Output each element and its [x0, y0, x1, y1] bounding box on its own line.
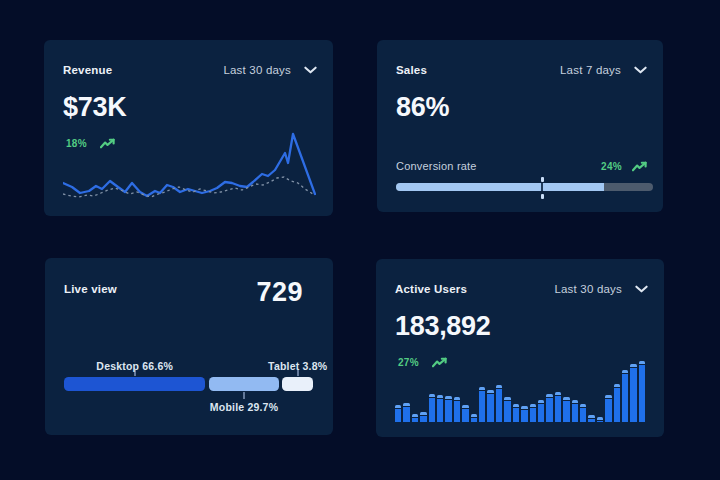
active-users-bar [412, 414, 418, 422]
live-view-value: 729 [256, 277, 303, 308]
active-users-bar [614, 384, 620, 422]
active-users-bar [555, 392, 561, 422]
revenue-range-selector[interactable]: Last 30 days [223, 64, 317, 76]
chevron-down-icon [635, 285, 648, 293]
sales-value: 86% [396, 92, 663, 123]
split-label-tick [243, 392, 245, 399]
active-users-bar [429, 394, 435, 422]
active-users-bar [538, 400, 544, 422]
device-split-label: Tablet 3.8% [268, 360, 327, 372]
device-split-segment-tablet [282, 377, 313, 391]
sales-delta: 24% [601, 161, 622, 172]
active-users-bar [471, 414, 477, 422]
device-split-label: Mobile 29.7% [210, 401, 278, 413]
device-split-bar: Desktop 66.6%Mobile 29.7%Tablet 3.8% [64, 377, 313, 391]
active-users-bar [395, 405, 401, 422]
active-users-bar [580, 404, 586, 422]
chevron-down-icon [634, 66, 647, 74]
active-users-bar [572, 400, 578, 422]
trend-up-icon [632, 161, 647, 172]
active-users-bar [454, 397, 460, 422]
active-users-bar [437, 395, 443, 422]
active-users-bar [445, 396, 451, 422]
active-users-bar [563, 397, 569, 422]
active-users-range-label: Last 30 days [554, 283, 622, 295]
active-users-bar [521, 406, 527, 422]
active-users-bar [605, 395, 611, 422]
active-users-bar [504, 397, 510, 422]
progress-marker-tick-bottom [541, 194, 544, 199]
active-users-bar [588, 415, 594, 422]
active-users-bar [630, 364, 636, 422]
active-users-range-selector[interactable]: Last 30 days [554, 283, 648, 295]
active-users-bar [496, 385, 502, 422]
active-users-bar [487, 390, 493, 422]
active-users-bar [639, 361, 645, 422]
active-users-bar [597, 417, 603, 422]
active-users-bar-chart [395, 360, 645, 422]
conversion-progress-bar [396, 183, 653, 191]
active-users-bar [403, 403, 409, 422]
active-users-bar [530, 404, 536, 422]
progress-marker-tick-top [541, 177, 544, 182]
active-users-bar [479, 387, 485, 422]
active-users-bar [462, 405, 468, 422]
conversion-rate-label: Conversion rate [396, 160, 477, 172]
active-users-bar [420, 412, 426, 422]
progress-marker-notch [541, 183, 543, 191]
sales-range-label: Last 7 days [560, 64, 621, 76]
progress-fill [396, 183, 604, 191]
active-users-bar [546, 394, 552, 422]
device-split-segment-desktop [64, 377, 205, 391]
active-users-bar [513, 404, 519, 422]
live-view-card: Live view 729 Desktop 66.6%Mobile 29.7%T… [45, 258, 333, 435]
device-split-segment-mobile [209, 377, 280, 391]
live-view-card-title: Live view [64, 282, 117, 295]
revenue-line-chart [63, 126, 316, 200]
revenue-value: $73K [63, 92, 333, 123]
sales-card: Sales Last 7 days 86% Conversion rate 24… [377, 40, 663, 212]
sales-card-title: Sales [396, 64, 427, 76]
sales-range-selector[interactable]: Last 7 days [560, 64, 647, 76]
active-users-bar [622, 370, 628, 422]
chevron-down-icon [304, 66, 317, 74]
active-users-card-title: Active Users [395, 283, 467, 295]
device-split-label: Desktop 66.6% [96, 360, 173, 372]
active-users-value: 183,892 [395, 311, 664, 342]
revenue-card: Revenue Last 30 days $73K 18% [44, 40, 333, 216]
revenue-card-title: Revenue [63, 64, 112, 76]
active-users-card: Active Users Last 30 days 183,892 27% [376, 259, 664, 437]
revenue-range-label: Last 30 days [223, 64, 291, 76]
